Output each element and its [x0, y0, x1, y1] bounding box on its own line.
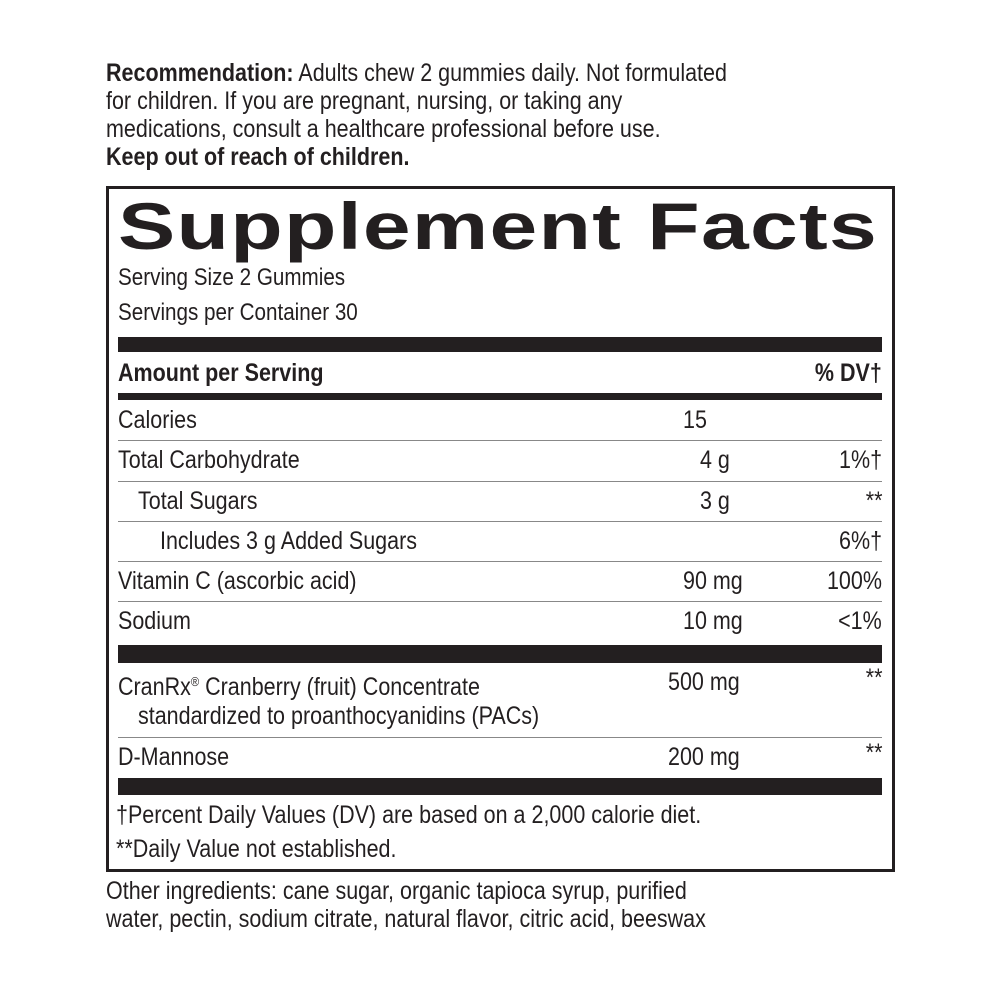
- footnote-not-established: **Daily Value not established.: [116, 835, 397, 863]
- thick-divider: [118, 337, 882, 352]
- row-divider: [118, 521, 882, 522]
- footnote-dv: †Percent Daily Values (DV) are based on …: [116, 801, 702, 829]
- nutrient-name: Includes 3 g Added Sugars: [160, 527, 417, 555]
- row-divider: [118, 737, 882, 738]
- nutrient-name: Total Sugars: [138, 487, 258, 515]
- registered-mark: ®: [190, 674, 200, 689]
- ingredient-name: CranRx: [118, 673, 191, 701]
- row-divider: [118, 440, 882, 441]
- thick-divider: [118, 778, 882, 795]
- supplement-facts-panel: [106, 186, 895, 872]
- nutrient-dv: <1%: [838, 607, 882, 635]
- nutrient-dv: **: [865, 487, 882, 515]
- nutrient-name: Sodium: [118, 607, 191, 635]
- recommendation-label: Recommendation:: [106, 59, 294, 87]
- other-ingredients-line-1: Other ingredients: cane sugar, organic t…: [106, 877, 687, 905]
- other-ingredients-line-2: water, pectin, sodium citrate, natural f…: [106, 905, 706, 933]
- nutrient-name: Calories: [118, 406, 197, 434]
- nutrient-amount: 90 mg: [683, 567, 743, 595]
- ingredient-name-rest: Cranberry (fruit) Concentrate: [199, 673, 480, 701]
- thick-divider: [118, 645, 882, 663]
- nutrient-dv: 1%†: [838, 446, 882, 474]
- row-divider: [118, 601, 882, 602]
- nutrient-name: Total Carbohydrate: [118, 446, 300, 474]
- ingredient-d-mannose: D-Mannose: [118, 743, 230, 771]
- ingredient-dv: **: [865, 739, 882, 767]
- servings-per-container: Servings per Container 30: [118, 299, 358, 326]
- ingredient-amount: 500 mg: [668, 668, 740, 696]
- header-dv: % DV†: [815, 359, 882, 387]
- nutrient-amount: 4 g: [700, 446, 730, 474]
- serving-size: Serving Size 2 Gummies: [118, 264, 346, 291]
- recommendation-text: Adults chew 2 gummies daily. Not formula…: [293, 59, 727, 87]
- header-amount: Amount per Serving: [118, 359, 324, 387]
- recommendation-line-2: for children. If you are pregnant, nursi…: [106, 87, 623, 115]
- nutrient-name: Vitamin C (ascorbic acid): [118, 567, 357, 595]
- row-divider: [118, 481, 882, 482]
- nutrient-amount: 10 mg: [683, 607, 743, 635]
- ingredient-cranrx-line-2: standardized to proanthocyanidins (PACs): [138, 702, 540, 730]
- panel-title: Supplement Facts: [118, 189, 878, 263]
- nutrient-dv: 100%: [827, 567, 882, 595]
- nutrient-amount: 3 g: [700, 487, 730, 515]
- recommendation-line-3: medications, consult a healthcare profes…: [106, 115, 661, 143]
- ingredient-dv: **: [865, 664, 882, 692]
- ingredient-cranrx: CranRx® Cranberry (fruit) Concentrate: [118, 668, 480, 701]
- medium-divider: [118, 393, 882, 400]
- ingredient-amount: 200 mg: [668, 743, 740, 771]
- row-divider: [118, 561, 882, 562]
- nutrient-amount: 15: [683, 406, 707, 434]
- warning-text: Keep out of reach of children.: [106, 143, 410, 171]
- recommendation-line-1: Recommendation: Adults chew 2 gummies da…: [106, 59, 727, 87]
- nutrient-dv: 6%†: [838, 527, 882, 555]
